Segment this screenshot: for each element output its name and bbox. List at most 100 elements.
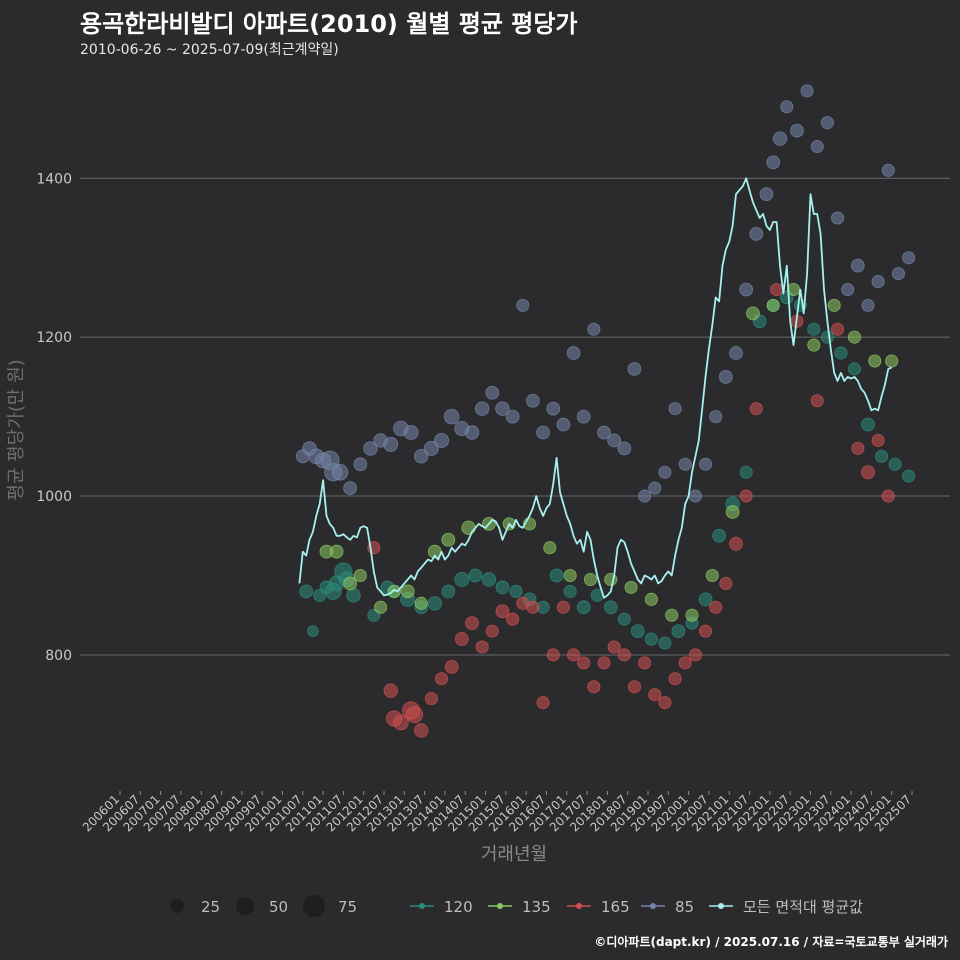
data-point-85 [648,481,662,495]
data-point-135 [885,354,899,368]
data-point-165 [648,688,662,702]
data-point-85 [759,187,774,202]
data-point-120 [698,592,713,607]
axis-layer: 2006012006072007012007072008012008072009… [80,791,914,835]
data-point-165 [546,648,560,662]
data-point-120 [427,596,442,611]
data-point-120 [468,568,483,583]
data-point-120 [875,449,889,463]
legend-label-average: 모든 면적대 평균값 [743,898,863,916]
data-point-85 [891,267,905,281]
data-point-85 [638,489,652,503]
data-point-135 [746,306,760,321]
data-point-165 [709,600,723,614]
average-line [298,177,893,599]
data-point-85 [597,425,611,440]
data-point-135 [400,584,415,599]
data-point-165 [719,576,733,590]
data-point-85 [790,123,804,138]
data-point-135 [766,298,780,312]
data-point-85 [772,131,788,146]
chart-title: 용곡한라비발디 아파트(2010) 월별 평균 평당가 [80,10,578,38]
legend-label-135: 135 [522,898,551,916]
data-point-85 [363,441,378,456]
data-point-85 [414,449,429,464]
data-point-85 [587,322,601,336]
data-point-85 [820,116,834,130]
y-tick-label: 1000 [36,489,72,505]
data-point-135 [644,592,658,606]
data-point-120 [658,636,672,650]
data-point-165 [688,648,702,662]
data-point-165 [414,723,429,738]
data-point-165 [658,696,672,710]
points-layer [295,84,916,738]
data-point-120 [902,469,916,483]
data-point-85 [881,163,895,177]
data-point-85 [485,385,500,400]
data-point-165 [383,683,398,698]
data-point-165 [739,489,753,503]
data-point-135 [685,608,699,622]
data-point-120 [888,457,902,471]
data-point-120 [820,330,834,344]
data-point-85 [566,346,581,360]
data-point-85 [668,402,682,416]
data-point-120 [847,362,861,376]
size-legend-label: 25 [201,898,220,916]
data-point-165 [881,489,895,503]
data-point-165 [495,604,510,619]
data-point-165 [465,616,479,631]
data-point-120 [549,568,564,583]
data-point-85 [850,258,865,273]
data-point-165 [699,624,713,638]
data-point-85 [576,409,591,424]
data-point-165 [770,282,784,297]
data-point-85 [443,408,460,425]
data-point-85 [749,227,764,241]
data-point-85 [718,370,733,384]
data-point-165 [506,612,520,626]
data-point-85 [423,440,439,456]
data-point-85 [617,441,632,456]
data-point-165 [617,648,631,662]
data-point-120 [739,465,753,479]
data-point-85 [902,251,916,265]
data-point-120 [807,322,821,336]
data-point-165 [871,433,885,447]
data-point-120 [712,528,726,543]
size-legend-marker [236,897,254,915]
data-point-85 [627,362,642,376]
data-point-135 [807,338,821,352]
size-legend-label: 75 [338,898,357,916]
legend-key-dot [497,903,503,909]
data-point-120 [644,632,658,646]
data-point-135 [827,298,841,312]
data-point-120 [861,417,875,432]
data-point-120 [671,624,686,638]
data-point-165 [393,714,409,731]
data-point-120 [603,600,618,615]
legend-label-165: 165 [601,898,630,916]
legend-label-120: 120 [444,898,473,916]
data-point-85 [688,489,702,503]
data-point-165 [607,640,621,654]
data-point-85 [810,139,824,154]
data-point-120 [307,625,319,637]
data-point-165 [526,600,540,614]
legend-key-dot [419,903,425,909]
data-point-85 [556,417,571,432]
data-point-120 [509,584,523,598]
data-point-165 [556,600,570,614]
data-point-165 [831,322,845,336]
y-axis-label: 평균 평당가(만 원) [6,359,27,500]
data-point-165 [597,656,611,670]
data-point-85 [780,100,794,114]
line-layer [298,177,893,599]
data-point-165 [810,394,824,408]
size-legend-marker [170,899,184,913]
size-legend-label: 50 [269,898,288,916]
data-point-85 [516,298,530,312]
legend: 25 50 75 120 135 165 85 모든 면적대 평균값 [170,895,863,917]
